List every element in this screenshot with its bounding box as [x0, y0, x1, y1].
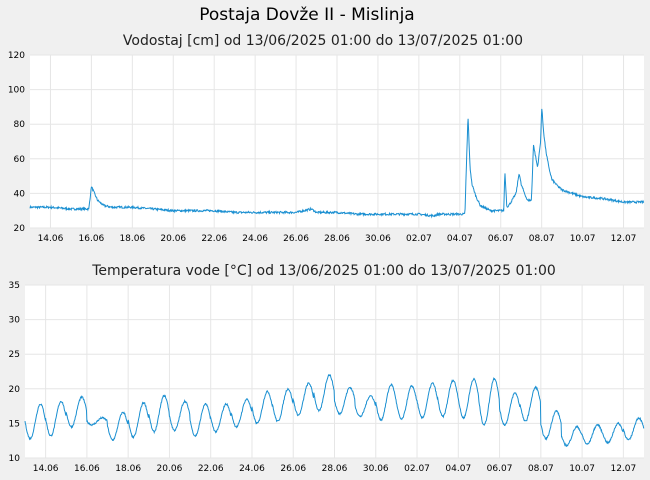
x-tick-label: 14.06 [33, 464, 59, 474]
x-tick-label: 28.06 [322, 464, 348, 474]
x-tick-label: 20.06 [160, 234, 186, 244]
x-tick-label: 22.06 [198, 464, 224, 474]
x-tick-label: 30.06 [365, 234, 391, 244]
y-tick-label: 10 [9, 454, 21, 464]
x-tick-label: 12.07 [610, 464, 636, 474]
x-tick-label: 02.07 [406, 234, 432, 244]
y-tick-label: 20 [14, 224, 26, 234]
water-level-y-axis: 20 40 60 80 100 120 [8, 51, 25, 234]
y-tick-label: 40 [14, 189, 26, 199]
x-tick-label: 24.06 [239, 464, 265, 474]
x-tick-label: 22.06 [201, 234, 227, 244]
x-tick-label: 24.06 [242, 234, 268, 244]
water-temperature-chart-title: Temperatura vode [°C] od 13/06/2025 01:0… [91, 263, 556, 279]
x-tick-label: 14.06 [38, 234, 64, 244]
water-temperature-grid [25, 284, 644, 459]
x-tick-label: 20.06 [157, 464, 183, 474]
x-tick-label: 06.07 [487, 464, 513, 474]
x-tick-label: 12.07 [611, 234, 637, 244]
x-tick-label: 06.07 [488, 234, 514, 244]
x-tick-label: 02.07 [404, 464, 430, 474]
page-title: Postaja Dovže II - Mislinja [199, 5, 414, 25]
y-tick-label: 80 [14, 120, 26, 130]
y-tick-label: 15 [9, 419, 20, 429]
x-tick-label: 16.06 [74, 464, 100, 474]
x-tick-label: 08.07 [529, 234, 555, 244]
x-tick-label: 10.07 [569, 464, 595, 474]
water-level-chart-title: Vodostaj [cm] od 13/06/2025 01:00 do 13/… [123, 33, 523, 49]
x-tick-label: 04.07 [445, 464, 471, 474]
x-tick-label: 18.06 [115, 464, 141, 474]
x-tick-label: 18.06 [119, 234, 145, 244]
y-tick-label: 25 [9, 350, 20, 360]
water-temperature-x-axis: 14.06 16.06 18.06 20.06 22.06 24.06 26.06 28.06… [33, 464, 636, 474]
x-tick-label: 04.07 [447, 234, 473, 244]
y-tick-label: 120 [8, 51, 25, 61]
y-tick-label: 60 [14, 155, 26, 165]
x-tick-label: 30.06 [363, 464, 389, 474]
y-tick-label: 20 [9, 385, 21, 395]
y-tick-label: 35 [9, 281, 20, 291]
x-tick-label: 26.06 [283, 234, 309, 244]
y-tick-label: 100 [8, 86, 25, 96]
water-level-x-axis: 14.06 16.06 18.06 20.06 22.06 24.06 26.06 28.06… [38, 234, 637, 244]
x-tick-label: 28.06 [324, 234, 350, 244]
water-temperature-series-line [24, 373, 645, 448]
water-level-grid [30, 54, 644, 229]
x-tick-label: 26.06 [280, 464, 306, 474]
y-tick-label: 30 [9, 316, 21, 326]
water-temperature-y-axis: 10 15 20 25 30 35 [9, 281, 21, 464]
x-tick-label: 16.06 [79, 234, 105, 244]
x-tick-label: 10.07 [570, 234, 596, 244]
x-tick-label: 08.07 [528, 464, 554, 474]
water-level-series-line [29, 108, 645, 219]
